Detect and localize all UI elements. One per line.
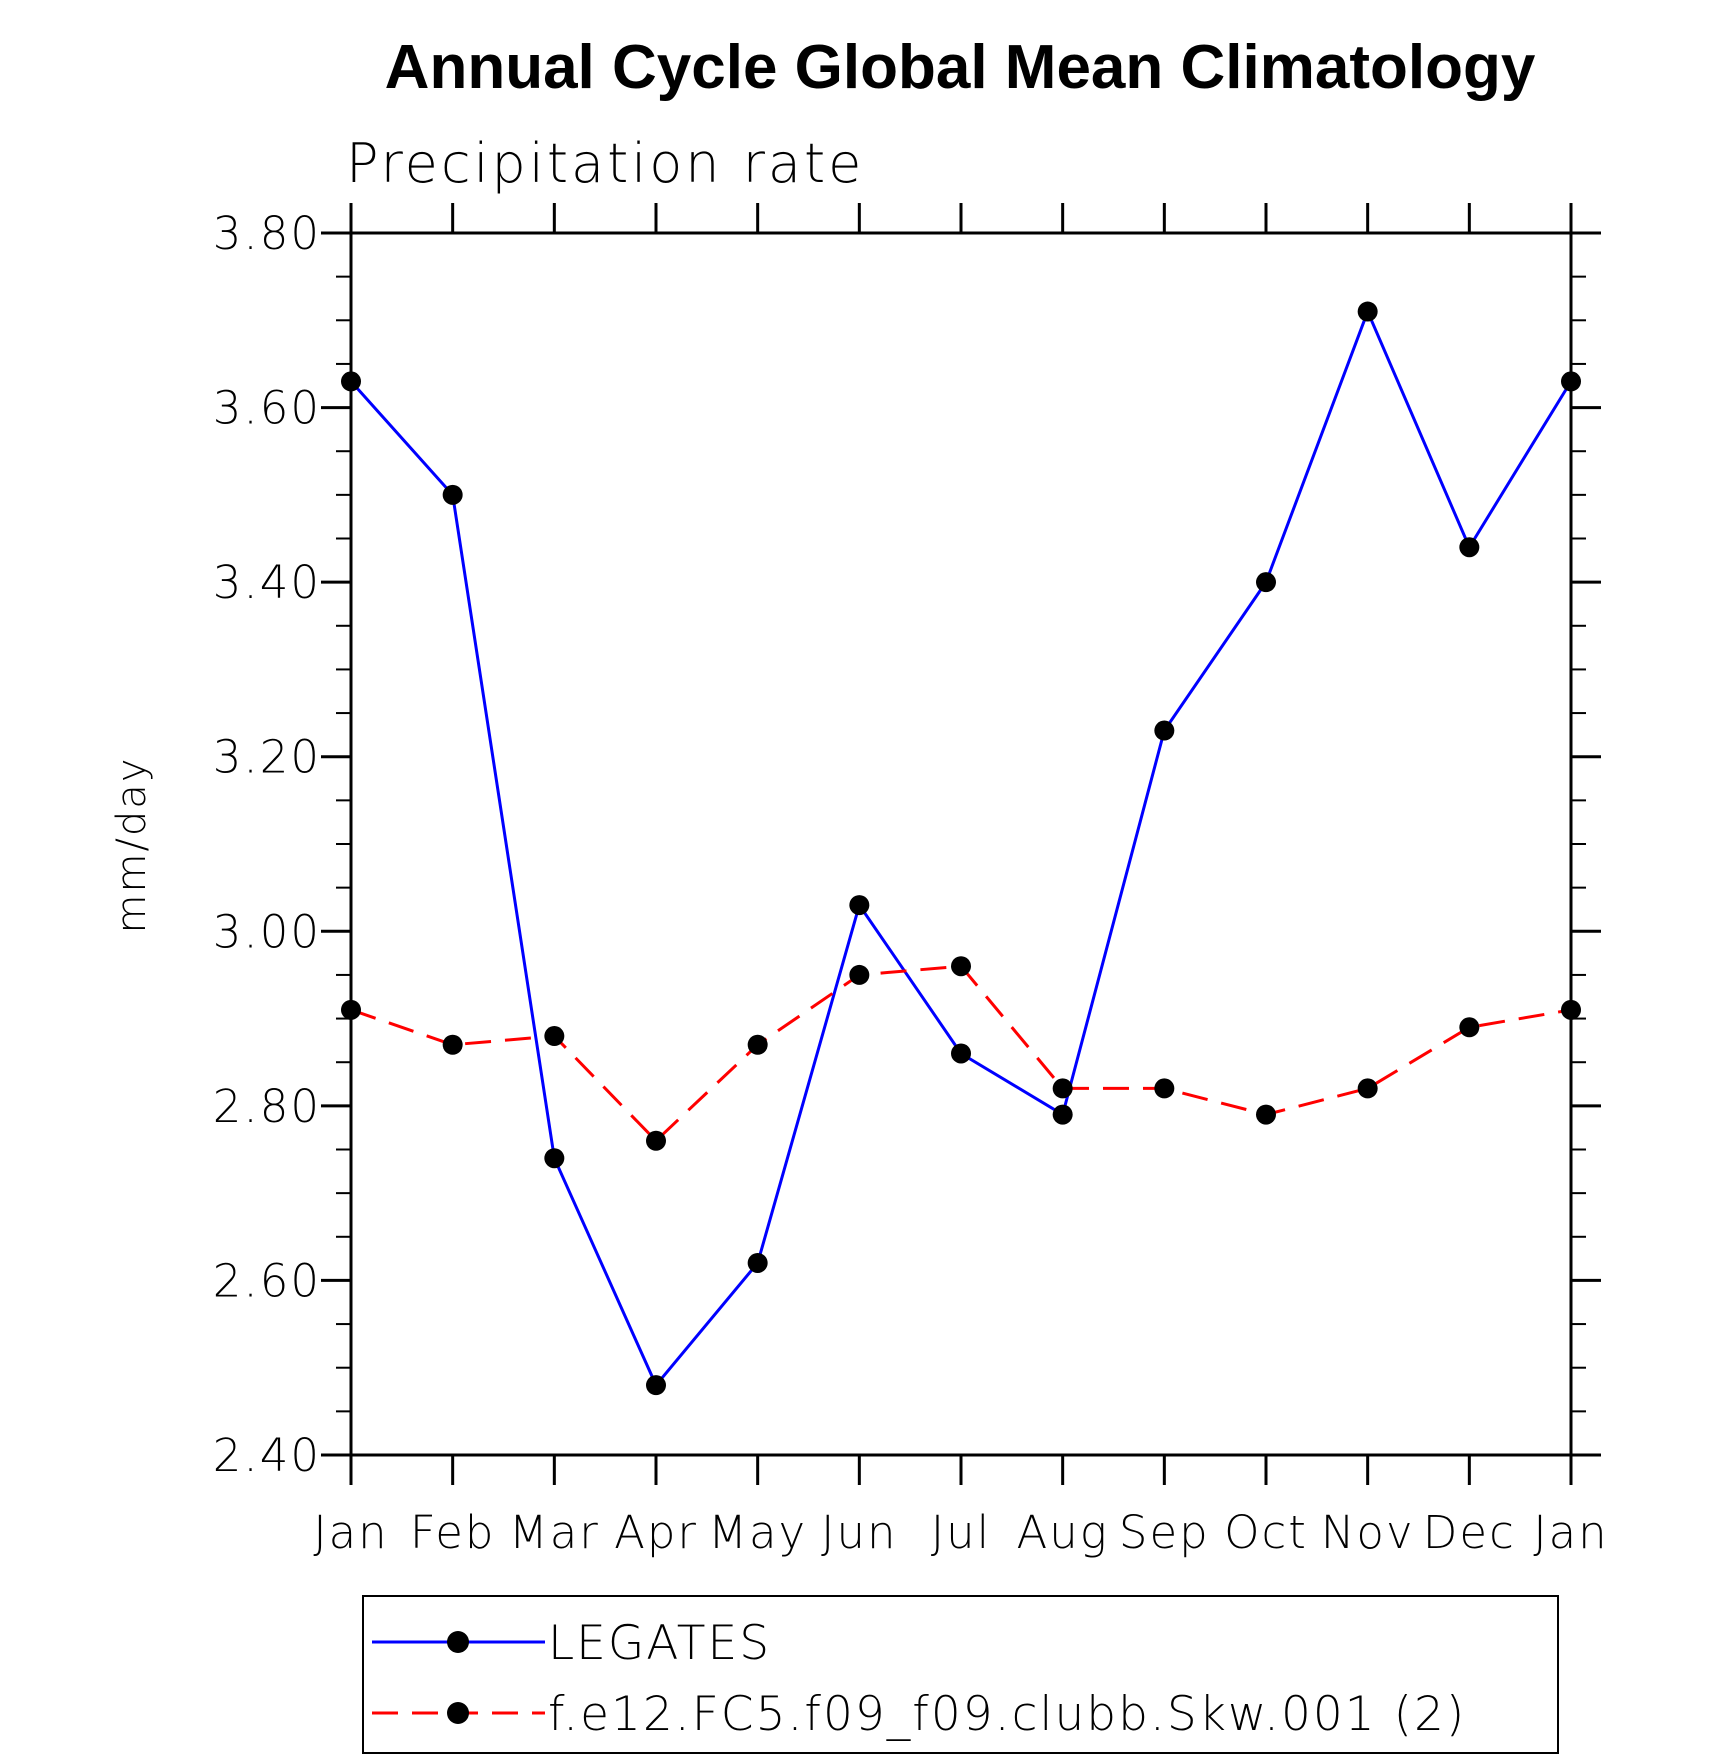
legend-marker-2 [447, 1702, 469, 1724]
series-2-point [1154, 1078, 1175, 1099]
series-layer [341, 301, 1581, 1396]
legend-label-2: f.e12.FC5.f09_f09.clubb.Skw.001 (2) [548, 1687, 1466, 1742]
axis-ticks [321, 203, 1601, 1485]
series-1-point [1357, 301, 1378, 322]
chart-title: Annual Cycle Global Mean Climatology [385, 33, 1536, 102]
series-1-point [544, 1148, 565, 1169]
y-tick-labels: 2.40 2.60 2.80 3.00 3.20 3.40 3.60 3.80 [213, 207, 321, 1482]
x-tick-labels: Jan Feb Mar Apr May Jun Jul Aug Sep Oct Nov Dec Jan [313, 1506, 1608, 1559]
series-2-point [849, 964, 870, 985]
legend-label-1: LEGATES [548, 1616, 771, 1671]
y-tick-label: 2.60 [213, 1254, 321, 1307]
plot-frame [349, 231, 1573, 1457]
series-1-point [1256, 572, 1276, 593]
y-tick-label: 3.20 [213, 731, 321, 784]
x-tick-label: Aug [1017, 1506, 1109, 1559]
series-2-point [951, 956, 971, 977]
series-1-point [341, 371, 361, 392]
series-line-1 [349, 307, 1573, 1388]
x-tick-label: Jan [313, 1506, 388, 1559]
series-2-point [1256, 1104, 1276, 1125]
series-1-point [1561, 371, 1581, 392]
legend-marker-1 [447, 1631, 469, 1653]
x-tick-label: Mar [509, 1506, 600, 1559]
series-2-point [747, 1034, 768, 1055]
x-tick-label: Nov [1321, 1506, 1415, 1559]
x-tick-label: May [708, 1506, 807, 1559]
chart-subtitle: Precipitation rate [346, 132, 864, 195]
x-tick-label: Jun [821, 1506, 897, 1559]
series-2-point [442, 1034, 463, 1055]
x-tick-label: Jul [931, 1506, 991, 1559]
series-2-point [1459, 1017, 1480, 1038]
y-tick-label: 2.80 [213, 1080, 321, 1133]
series-2-point [646, 1130, 666, 1151]
legend-box [362, 1595, 1559, 1754]
series-2-point [1561, 999, 1581, 1020]
series-1-point [646, 1375, 666, 1396]
series-1-point [1052, 1104, 1073, 1125]
series-1-point [1154, 720, 1175, 741]
x-tick-label: Oct [1224, 1506, 1308, 1559]
legend: LEGATES f.e12.FC5.f09_f09.clubb.Skw.001 (… [372, 1616, 1466, 1742]
y-tick-label: 3.60 [213, 382, 321, 435]
y-tick-label: 3.00 [213, 905, 321, 958]
series-1-point [951, 1043, 971, 1064]
y-tick-label: 3.80 [213, 207, 321, 260]
x-tick-label: Feb [410, 1506, 496, 1559]
series-2-point [1357, 1078, 1378, 1099]
series-2-point [341, 999, 361, 1020]
y-tick-label: 2.40 [213, 1429, 321, 1482]
series-1-point [1459, 537, 1480, 558]
series-2-point [544, 1026, 565, 1047]
series-1-point [849, 895, 870, 916]
x-tick-label: Dec [1423, 1506, 1516, 1559]
y-tick-label: 3.40 [213, 556, 321, 609]
y-axis-label: mm/day [109, 757, 155, 934]
x-tick-label: Sep [1119, 1506, 1210, 1559]
x-tick-label: Jan [1533, 1506, 1608, 1559]
series-2-point [1052, 1078, 1073, 1099]
series-1-point [747, 1252, 768, 1273]
x-tick-label: Apr [614, 1506, 698, 1559]
series-1-point [442, 484, 463, 505]
